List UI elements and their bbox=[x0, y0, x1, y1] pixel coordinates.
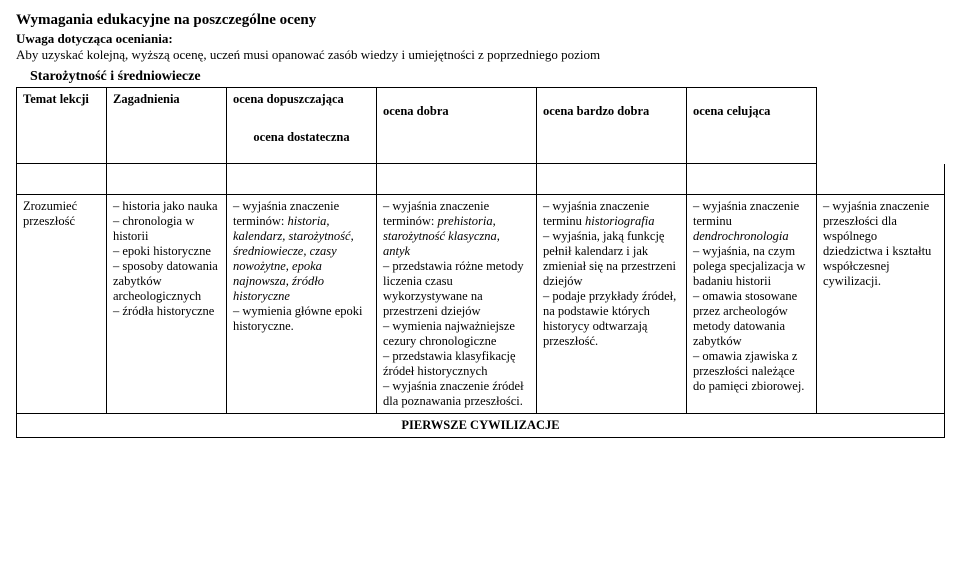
section-row-label: PIERWSZE CYWILIZACJE bbox=[17, 414, 945, 438]
italic-terms: dendrochronologia bbox=[693, 229, 789, 243]
table-header-row: Temat lekcji Zagadnienia ocena dopuszcza… bbox=[17, 88, 945, 112]
text-line: – omawia zjawiska z przeszłości należące… bbox=[693, 349, 804, 393]
note: Aby uzyskać kolejną, wyższą ocenę, uczeń… bbox=[16, 47, 600, 62]
subtitle: Uwaga dotycząca oceniania: bbox=[16, 31, 173, 46]
text-line: – wyjaśnia znaczenie źródeł dla poznawan… bbox=[383, 379, 524, 408]
page-title: Wymagania edukacyjne na poszczególne oce… bbox=[16, 12, 944, 29]
cell-ocena-dostateczna: – wyjaśnia znaczenie terminów: prehistor… bbox=[377, 195, 537, 414]
issue-line: – historia jako nauka bbox=[113, 199, 218, 213]
th-ocena-dostateczna: ocena dostateczna bbox=[227, 111, 377, 164]
th-ocena-dopuszczajaca: ocena dopuszczająca bbox=[227, 88, 377, 112]
cell-topic: Zrozumieć przeszłość bbox=[17, 195, 107, 414]
table-row: Zrozumieć przeszłość – historia jako nau… bbox=[17, 195, 945, 414]
text-line: – przedstawia klasyfikację źródeł histor… bbox=[383, 349, 516, 378]
text-line: – przedstawia różne metody liczenia czas… bbox=[383, 259, 524, 318]
th-ocena-celujaca: ocena celująca bbox=[687, 88, 817, 164]
text-line: – wymienia główne epoki historyczne. bbox=[233, 304, 363, 333]
text-line: – wyjaśnia znaczenie terminu bbox=[693, 199, 799, 228]
cell-ocena-dopuszczajaca: – wyjaśnia znaczenie terminów: historia,… bbox=[227, 195, 377, 414]
spacer-row bbox=[17, 164, 945, 195]
requirements-table: Temat lekcji Zagadnienia ocena dopuszcza… bbox=[16, 87, 945, 438]
text-line: – podaje przykłady źródeł, na podstawie … bbox=[543, 289, 676, 348]
italic-terms: historiografia bbox=[585, 214, 654, 228]
section-row: PIERWSZE CYWILIZACJE bbox=[17, 414, 945, 438]
cell-issues: – historia jako nauka – chronologia w hi… bbox=[107, 195, 227, 414]
text-line: – wyjaśnia, jaką funkcję pełnił kalendar… bbox=[543, 229, 676, 288]
text-line: – omawia stosowane przez archeologów met… bbox=[693, 289, 797, 348]
th-topic: Temat lekcji bbox=[17, 88, 107, 164]
section-heading: Starożytność i średniowiecze bbox=[16, 69, 944, 85]
cell-ocena-celujaca: – wyjaśnia znaczenie przeszłości dla wsp… bbox=[817, 195, 945, 414]
text-line: – wymienia najważniejsze cezury chronolo… bbox=[383, 319, 515, 348]
th-ocena-bardzo-dobra: ocena bardzo dobra bbox=[537, 88, 687, 164]
th-issues: Zagadnienia bbox=[107, 88, 227, 164]
issue-line: – źródła historyczne bbox=[113, 304, 214, 318]
th-ocena-dobra: ocena dobra bbox=[377, 88, 537, 164]
text-line: – wyjaśnia znaczenie przeszłości dla wsp… bbox=[823, 199, 931, 288]
text-line: – wyjaśnia, na czym polega specjalizacja… bbox=[693, 244, 805, 288]
subtitle-block: Uwaga dotycząca oceniania: Aby uzyskać k… bbox=[16, 31, 944, 63]
issue-line: – sposoby datowania zabytków archeologic… bbox=[113, 259, 218, 303]
issue-line: – chronologia w historii bbox=[113, 214, 194, 243]
cell-ocena-bardzo-dobra: – wyjaśnia znaczenie terminu dendrochron… bbox=[687, 195, 817, 414]
cell-ocena-dobra: – wyjaśnia znaczenie terminu historiogra… bbox=[537, 195, 687, 414]
issue-line: – epoki historyczne bbox=[113, 244, 211, 258]
